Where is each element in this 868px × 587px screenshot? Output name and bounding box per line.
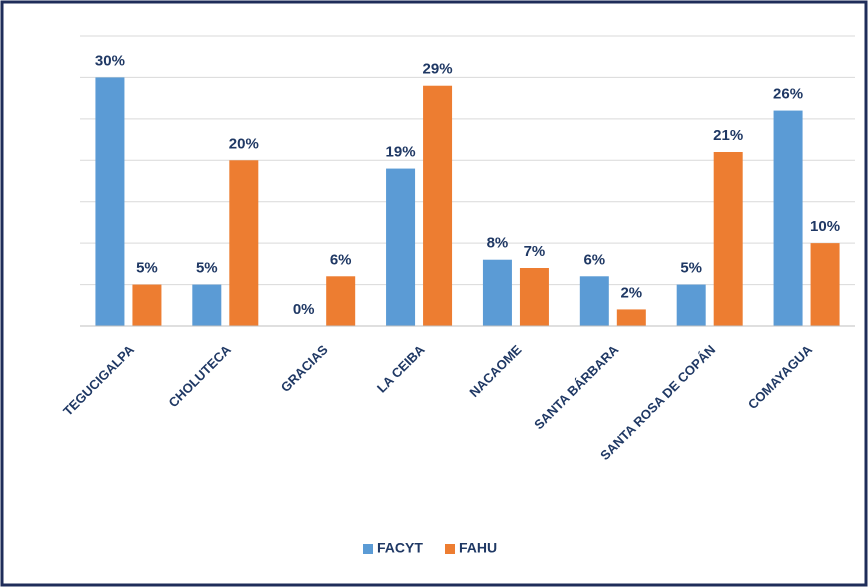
value-label: 21% xyxy=(713,127,743,144)
value-label: 10% xyxy=(810,218,840,235)
legend-label: FACYT xyxy=(377,540,423,556)
value-label: 6% xyxy=(583,251,605,268)
bar xyxy=(519,268,549,326)
bar xyxy=(482,259,512,326)
value-label: 6% xyxy=(330,251,352,268)
value-label: 8% xyxy=(487,235,509,252)
legend-swatch xyxy=(363,544,373,554)
bar xyxy=(192,284,222,326)
bar xyxy=(676,284,706,326)
value-label: 20% xyxy=(229,135,259,152)
value-label: 5% xyxy=(136,260,158,277)
value-label: 5% xyxy=(196,260,218,277)
bar xyxy=(713,152,743,326)
value-label: 5% xyxy=(680,260,702,277)
bar xyxy=(95,77,125,326)
bar xyxy=(423,85,453,326)
value-label: 26% xyxy=(773,86,803,103)
bar xyxy=(773,110,803,326)
legend-swatch xyxy=(445,544,455,554)
value-label: 2% xyxy=(620,284,642,301)
value-label: 19% xyxy=(386,144,416,161)
bar xyxy=(386,168,416,326)
value-label: 30% xyxy=(95,52,125,69)
bar xyxy=(326,276,356,326)
bar xyxy=(229,160,259,326)
bar xyxy=(132,284,162,326)
bar xyxy=(810,243,840,326)
bar xyxy=(579,276,609,326)
value-label: 7% xyxy=(524,243,546,260)
bar xyxy=(616,309,646,326)
value-label: 29% xyxy=(423,61,453,78)
legend-label: FAHU xyxy=(459,540,497,556)
value-label: 0% xyxy=(293,301,315,318)
